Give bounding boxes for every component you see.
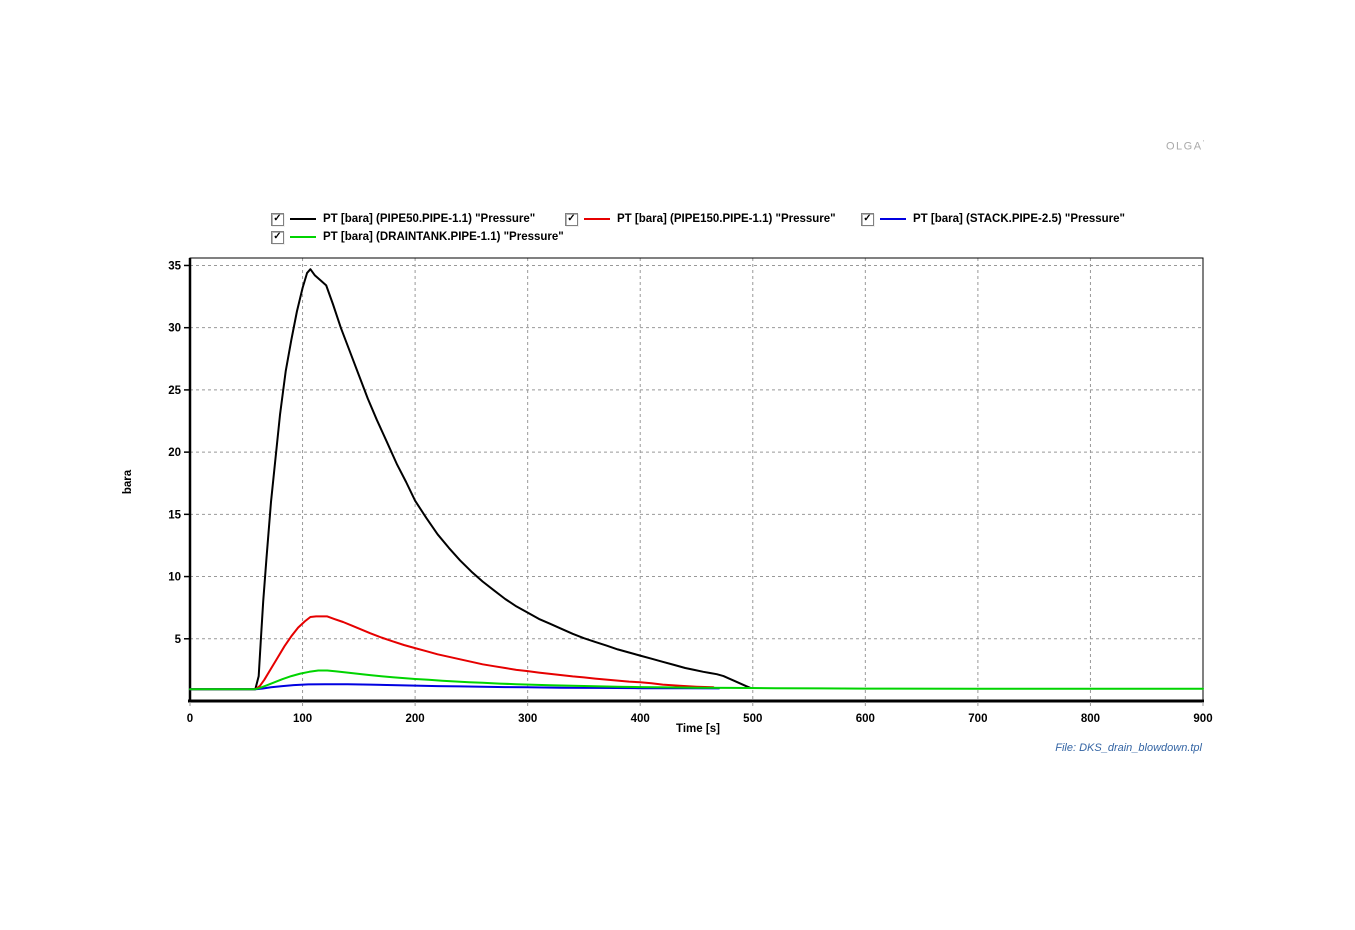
legend-label-draintank: PT [bara] (DRAINTANK.PIPE-1.1) "Pressure… <box>323 231 564 243</box>
x-axis-title: Time [s] <box>676 723 720 735</box>
checkmark-icon: ✓ <box>273 212 282 224</box>
legend-line-sample-stack <box>880 218 906 220</box>
series-curve-draintank <box>189 669 1204 691</box>
legend-label-pipe150: PT [bara] (PIPE150.PIPE-1.1) "Pressure" <box>617 213 836 225</box>
checkmark-icon: ✓ <box>567 212 576 224</box>
y-tick-label: 35 <box>168 260 181 272</box>
x-tick-label: 700 <box>968 713 987 725</box>
legend-item-draintank: ✓ PT [bara] (DRAINTANK.PIPE-1.1) "Pressu… <box>271 230 564 244</box>
x-tick-label: 0 <box>187 713 193 725</box>
y-tick-label: 15 <box>168 509 181 521</box>
series-curve-pipe50 <box>189 268 752 691</box>
checkbox-pipe50[interactable]: ✓ <box>271 212 284 226</box>
legend-item-stack: ✓ PT [bara] (STACK.PIPE-2.5) "Pressure" <box>861 212 1125 226</box>
x-tick-label: 600 <box>856 713 875 725</box>
checkbox-draintank[interactable]: ✓ <box>271 230 284 244</box>
x-tick-label: 100 <box>293 713 312 725</box>
plot-border <box>189 257 1204 702</box>
x-tick-label: 400 <box>631 713 650 725</box>
series-curve-pipe150 <box>189 615 715 691</box>
y-axis-title: bara <box>122 469 134 495</box>
legend-item-pipe150: ✓ PT [bara] (PIPE150.PIPE-1.1) "Pressure… <box>565 212 836 226</box>
x-tick-label: 200 <box>406 713 425 725</box>
legend-line-sample-pipe150 <box>584 218 610 220</box>
legend-line-sample-pipe50 <box>290 218 316 220</box>
file-label: File: DKS_drain_blowdown.tpl <box>1055 742 1202 754</box>
y-tick-label: 10 <box>168 572 181 584</box>
y-tick-label: 5 <box>175 634 182 646</box>
y-tick-label: 30 <box>168 323 181 335</box>
y-tick-label: 25 <box>168 385 181 397</box>
y-tick-label: 20 <box>168 447 181 459</box>
olga-watermark: OLGA' <box>1166 140 1204 153</box>
x-tick-label: 500 <box>743 713 762 725</box>
checkmark-icon: ✓ <box>273 230 282 242</box>
x-tick-label: 900 <box>1193 713 1212 725</box>
legend-label-pipe50: PT [bara] (PIPE50.PIPE-1.1) "Pressure" <box>323 213 536 225</box>
checkbox-pipe150[interactable]: ✓ <box>565 212 578 226</box>
legend-item-pipe50: ✓ PT [bara] (PIPE50.PIPE-1.1) "Pressure" <box>271 212 535 226</box>
series-curve-stack <box>189 683 720 691</box>
legend-label-stack: PT [bara] (STACK.PIPE-2.5) "Pressure" <box>913 213 1125 225</box>
x-tick-label: 300 <box>518 713 537 725</box>
checkmark-icon: ✓ <box>863 212 872 224</box>
x-tick-label: 800 <box>1081 713 1100 725</box>
checkbox-stack[interactable]: ✓ <box>861 212 874 226</box>
legend-line-sample-draintank <box>290 236 316 238</box>
